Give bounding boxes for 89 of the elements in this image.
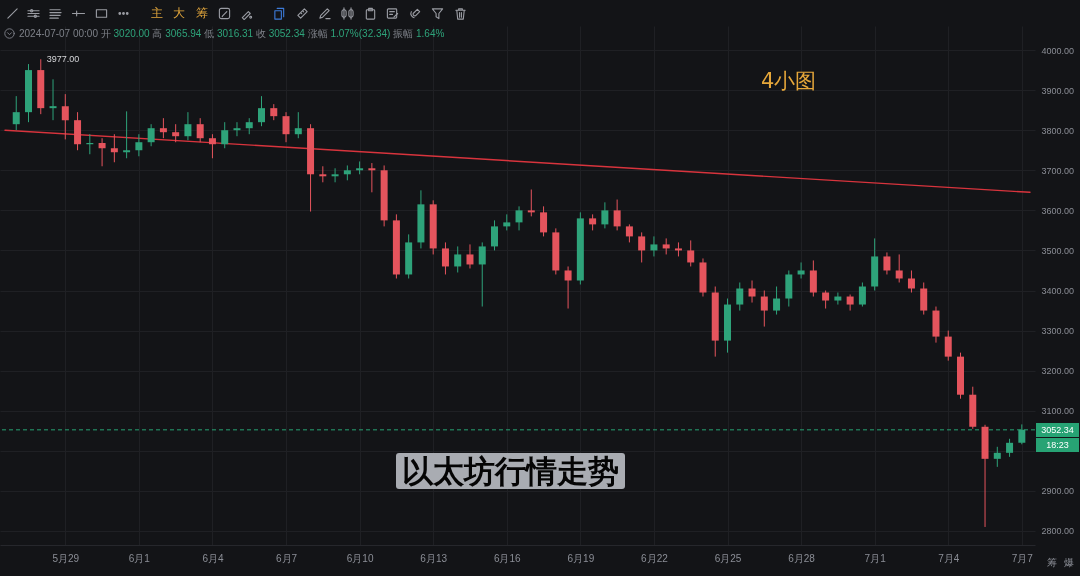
candlestick [491,219,499,251]
candlestick [650,235,658,257]
candlestick [834,292,842,306]
annotation: 4小图 [761,68,817,94]
y-tick-label: 2900.00 [1041,486,1075,497]
y-tick-label: 3800.00 [1041,125,1075,136]
x-tick-label: 6月1 [128,552,151,564]
candlestick [736,281,744,312]
candlestick [454,245,462,273]
x-tick-label: 6月22 [641,552,669,564]
candlestick [196,117,204,143]
text: 2024-07-07 00:00 开 3020.00 高 3065.94 低 3016.31 收 3052.34 涨幅 1.07%(32.34) 振幅 1.64% [19,28,445,39]
candlestick [159,117,167,139]
text: 主 [151,6,163,21]
candlestick [527,189,535,217]
x-tick-label: 6月4 [202,552,224,564]
candlestick [540,205,548,237]
candlestick [895,253,903,283]
ref-line-label: 3052.34 [1036,422,1079,437]
y-tick-label: 3900.00 [1041,85,1075,96]
candlestick [147,123,155,147]
candlestick [12,95,20,131]
candlestick [98,137,106,167]
candlestick [49,78,57,121]
candlestick [993,446,1001,468]
candlestick [564,265,572,310]
candlestick [258,95,266,127]
x-tick-label: 6月7 [275,552,298,564]
candlestick [123,110,131,159]
candlestick [809,259,817,298]
candlestick [601,201,609,229]
text: 大 [173,6,185,21]
x-tick-label: 7月1 [864,552,887,564]
candlestick [478,241,486,308]
candlestick [184,111,192,141]
candlestick [233,121,241,137]
annotation: 3977.00 [46,54,80,65]
x-tick-label: 7月7 [1011,552,1034,564]
text: 筹 [1047,556,1057,569]
x-tick-label: 7月4 [938,552,960,564]
candlestick [858,281,866,308]
y-tick-label: 3100.00 [1041,406,1075,417]
y-tick-label: 3700.00 [1041,165,1075,176]
y-tick-label: 3600.00 [1041,205,1075,216]
candlestick [920,281,928,316]
y-tick-label: 3400.00 [1041,286,1075,297]
candlestick [944,330,952,362]
candlestick [907,269,915,294]
y-tick-label: 3200.00 [1041,366,1075,377]
candlestick [294,111,302,139]
candlestick [760,290,768,328]
candlestick [638,231,646,263]
x-tick-label: 6月19 [567,552,595,564]
candlestick [822,290,830,310]
x-tick-label: 6月13 [420,552,448,564]
x-tick-label: 6月25 [714,552,742,564]
candlestick [466,243,474,269]
candlestick [208,133,216,159]
text: 爆 [1064,556,1074,569]
candlestick [331,167,339,183]
candlestick [515,205,523,231]
candlestick [221,121,229,149]
y-tick-label: 3500.00 [1041,245,1075,256]
candlestick [687,239,695,267]
y-tick-label: 3300.00 [1041,326,1075,337]
y-tick-label: 2800.00 [1041,526,1075,537]
candlestick [441,241,449,275]
candlestick [748,279,756,304]
candlestick [172,123,180,143]
candlestick [282,111,290,143]
text: 18:23 [1036,437,1079,452]
candlestick [368,162,376,193]
candlestick [773,286,781,316]
x-tick-label: 6月28 [788,552,816,564]
x-tick-label: 6月10 [346,552,374,564]
x-tick-label: 5月29 [52,552,80,564]
candlestick [883,251,891,275]
x-tick-label: 6月16 [493,552,522,564]
text: 筹 [196,6,208,21]
candlestick [61,93,69,140]
candlestick [613,199,621,231]
candlestick [625,223,633,243]
candlestick [1006,438,1014,458]
text: 以太坊行情走势 [396,453,625,489]
candlestick [846,294,854,312]
candlestick [110,133,118,163]
y-tick-label: 4000.00 [1041,45,1075,56]
candlestick [797,261,805,279]
candlestick [135,133,143,157]
